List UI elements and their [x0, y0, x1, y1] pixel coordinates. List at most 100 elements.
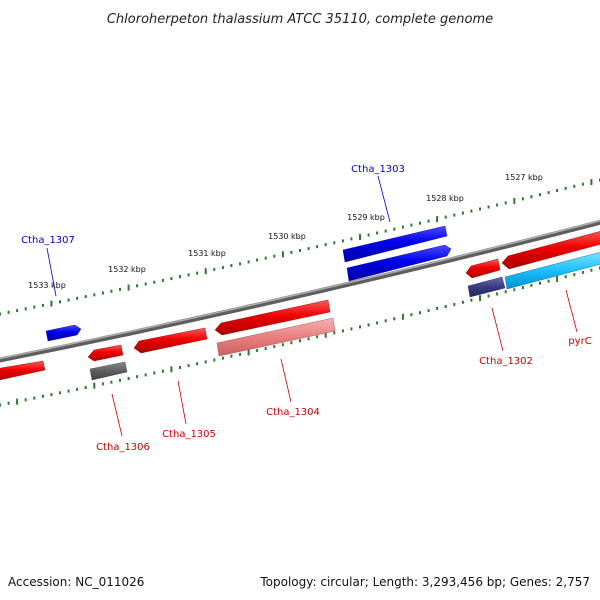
- minor-tick: [33, 305, 36, 309]
- gene-label-ctha-1302[interactable]: Ctha_1302: [479, 356, 533, 367]
- minor-tick: [196, 362, 199, 366]
- gene-ctha-1304[interactable]: [214, 299, 331, 336]
- kbp-label: 1529 kbp: [347, 213, 385, 222]
- minor-tick: [590, 268, 593, 272]
- minor-tick: [504, 201, 507, 205]
- label-leader-lines: [46, 175, 578, 437]
- gene-ctha-1307[interactable]: [45, 324, 82, 342]
- kbp-label: 1533 kbp: [28, 281, 66, 290]
- minor-tick: [273, 345, 276, 349]
- minor-tick: [230, 354, 233, 358]
- gene-label-ctha-1307[interactable]: Ctha_1307: [21, 235, 75, 246]
- minor-tick: [496, 203, 499, 207]
- gene-ctha-1304-homolog[interactable]: [216, 317, 336, 357]
- minor-tick: [264, 256, 267, 260]
- gene-partial-left[interactable]: [0, 360, 46, 381]
- major-tick: [359, 234, 361, 240]
- minor-tick: [161, 369, 164, 373]
- minor-tick: [187, 273, 190, 277]
- minor-tick: [0, 403, 1, 407]
- minor-tick: [84, 295, 87, 299]
- major-tick: [93, 382, 96, 389]
- gene-label-ctha-1306[interactable]: Ctha_1306: [96, 442, 150, 453]
- minor-tick: [144, 282, 147, 286]
- minor-tick: [101, 382, 104, 386]
- minor-tick: [564, 186, 567, 190]
- gene-label-ctha-1303[interactable]: Ctha_1303: [351, 164, 405, 175]
- minor-tick: [333, 241, 336, 245]
- minor-tick: [239, 262, 241, 266]
- gene-ctha-1302-homolog[interactable]: [467, 276, 506, 298]
- minor-tick: [290, 341, 293, 345]
- minor-tick: [427, 219, 430, 223]
- minor-tick: [213, 267, 216, 271]
- minor-tick: [367, 233, 370, 237]
- gene-ctha-1305[interactable]: [133, 327, 208, 354]
- minor-tick: [41, 394, 44, 398]
- minor-tick: [410, 223, 413, 227]
- minor-tick: [153, 280, 156, 284]
- minor-tick: [136, 375, 139, 379]
- minor-tick: [273, 254, 276, 258]
- kbp-label: 1530 kbp: [268, 232, 306, 241]
- minor-tick: [487, 294, 490, 298]
- minor-tick: [281, 343, 284, 347]
- minor-tick: [461, 300, 464, 304]
- genome-title: Chloroherpeton thalassium ATCC 35110, co…: [107, 12, 493, 27]
- minor-tick: [7, 310, 10, 314]
- minor-tick: [187, 364, 190, 368]
- minor-tick: [419, 311, 421, 315]
- minor-tick: [341, 329, 344, 333]
- gene-ctha-1303-homolog[interactable]: [346, 244, 452, 282]
- minor-tick: [110, 380, 113, 384]
- gene-label-pyrc[interactable]: pyrC: [568, 336, 591, 347]
- minor-tick: [16, 309, 19, 313]
- minor-tick: [67, 389, 70, 393]
- minor-tick: [547, 279, 550, 283]
- gene-ctha-1302[interactable]: [465, 258, 501, 279]
- kbp-label: 1531 kbp: [188, 249, 226, 258]
- minor-tick: [316, 245, 319, 249]
- minor-tick: [221, 266, 224, 269]
- minor-tick: [316, 335, 319, 339]
- minor-tick: [539, 281, 541, 285]
- gene-ctha-1303[interactable]: [342, 225, 448, 263]
- minor-tick: [350, 327, 353, 331]
- major-tick: [436, 216, 439, 223]
- gene-label-ctha-1304[interactable]: Ctha_1304: [266, 407, 320, 418]
- minor-tick: [110, 289, 113, 293]
- topology-text: Topology: circular; Length: 3,293,456 bp…: [259, 575, 590, 589]
- minor-tick: [556, 189, 559, 192]
- minor-tick: [230, 264, 233, 268]
- minor-tick: [256, 258, 259, 262]
- gene-pyrc-homolog[interactable]: [504, 251, 600, 290]
- minor-tick: [547, 191, 550, 195]
- minor-tick: [573, 273, 576, 277]
- minor-tick: [24, 307, 27, 311]
- minor-tick: [530, 283, 533, 287]
- major-tick: [170, 366, 173, 373]
- minor-tick: [161, 278, 164, 282]
- minor-tick: [93, 293, 96, 297]
- minor-tick: [324, 243, 327, 247]
- kbp-label: 1532 kbp: [108, 265, 146, 274]
- minor-tick: [376, 321, 379, 325]
- minor-tick: [33, 396, 36, 400]
- outer-scale-ticks: [0, 178, 600, 316]
- minor-tick: [393, 227, 396, 231]
- gene-pyrc[interactable]: [501, 230, 600, 270]
- gene-label-ctha-1305[interactable]: Ctha_1305: [162, 429, 216, 440]
- minor-tick: [84, 386, 87, 389]
- major-tick: [513, 197, 516, 204]
- minor-tick: [393, 317, 396, 321]
- minor-tick: [350, 237, 353, 241]
- minor-tick: [307, 247, 310, 251]
- gene-ctha-1306-homolog[interactable]: [89, 361, 128, 381]
- major-tick: [590, 179, 593, 186]
- gene-ctha-1306[interactable]: [87, 344, 124, 362]
- minor-tick: [581, 182, 584, 186]
- minor-tick: [213, 358, 216, 362]
- minor-tick: [530, 195, 533, 199]
- minor-tick: [179, 366, 181, 369]
